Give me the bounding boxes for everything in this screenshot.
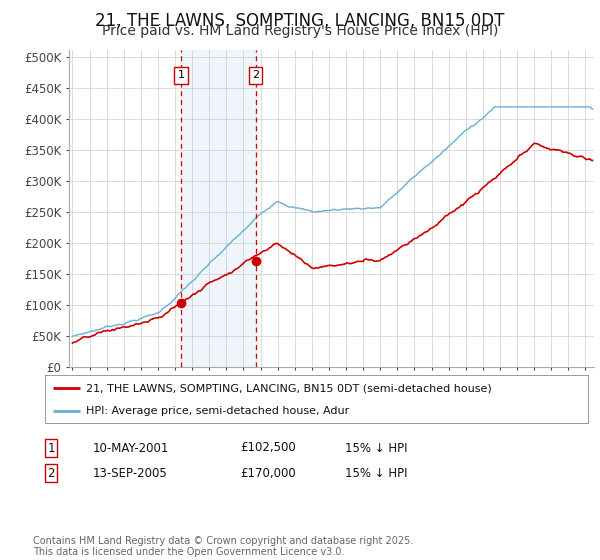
Text: HPI: Average price, semi-detached house, Adur: HPI: Average price, semi-detached house,… (86, 406, 349, 416)
Bar (181, 50, 256, 367)
Text: 15% ↓ HPI: 15% ↓ HPI (345, 466, 407, 480)
Text: 2: 2 (47, 466, 55, 480)
Text: Price paid vs. HM Land Registry's House Price Index (HPI): Price paid vs. HM Land Registry's House … (102, 24, 498, 38)
Text: £102,500: £102,500 (240, 441, 296, 455)
Text: 1: 1 (178, 70, 185, 80)
Text: 1: 1 (47, 441, 55, 455)
Text: 2: 2 (252, 70, 259, 80)
Text: 21, THE LAWNS, SOMPTING, LANCING, BN15 0DT: 21, THE LAWNS, SOMPTING, LANCING, BN15 0… (95, 12, 505, 30)
Text: 15% ↓ HPI: 15% ↓ HPI (345, 441, 407, 455)
Text: 10-MAY-2001: 10-MAY-2001 (93, 441, 169, 455)
Text: Contains HM Land Registry data © Crown copyright and database right 2025.
This d: Contains HM Land Registry data © Crown c… (33, 535, 413, 557)
Text: £170,000: £170,000 (240, 466, 296, 480)
Text: 13-SEP-2005: 13-SEP-2005 (93, 466, 168, 480)
Text: 21, THE LAWNS, SOMPTING, LANCING, BN15 0DT (semi-detached house): 21, THE LAWNS, SOMPTING, LANCING, BN15 0… (86, 383, 491, 393)
